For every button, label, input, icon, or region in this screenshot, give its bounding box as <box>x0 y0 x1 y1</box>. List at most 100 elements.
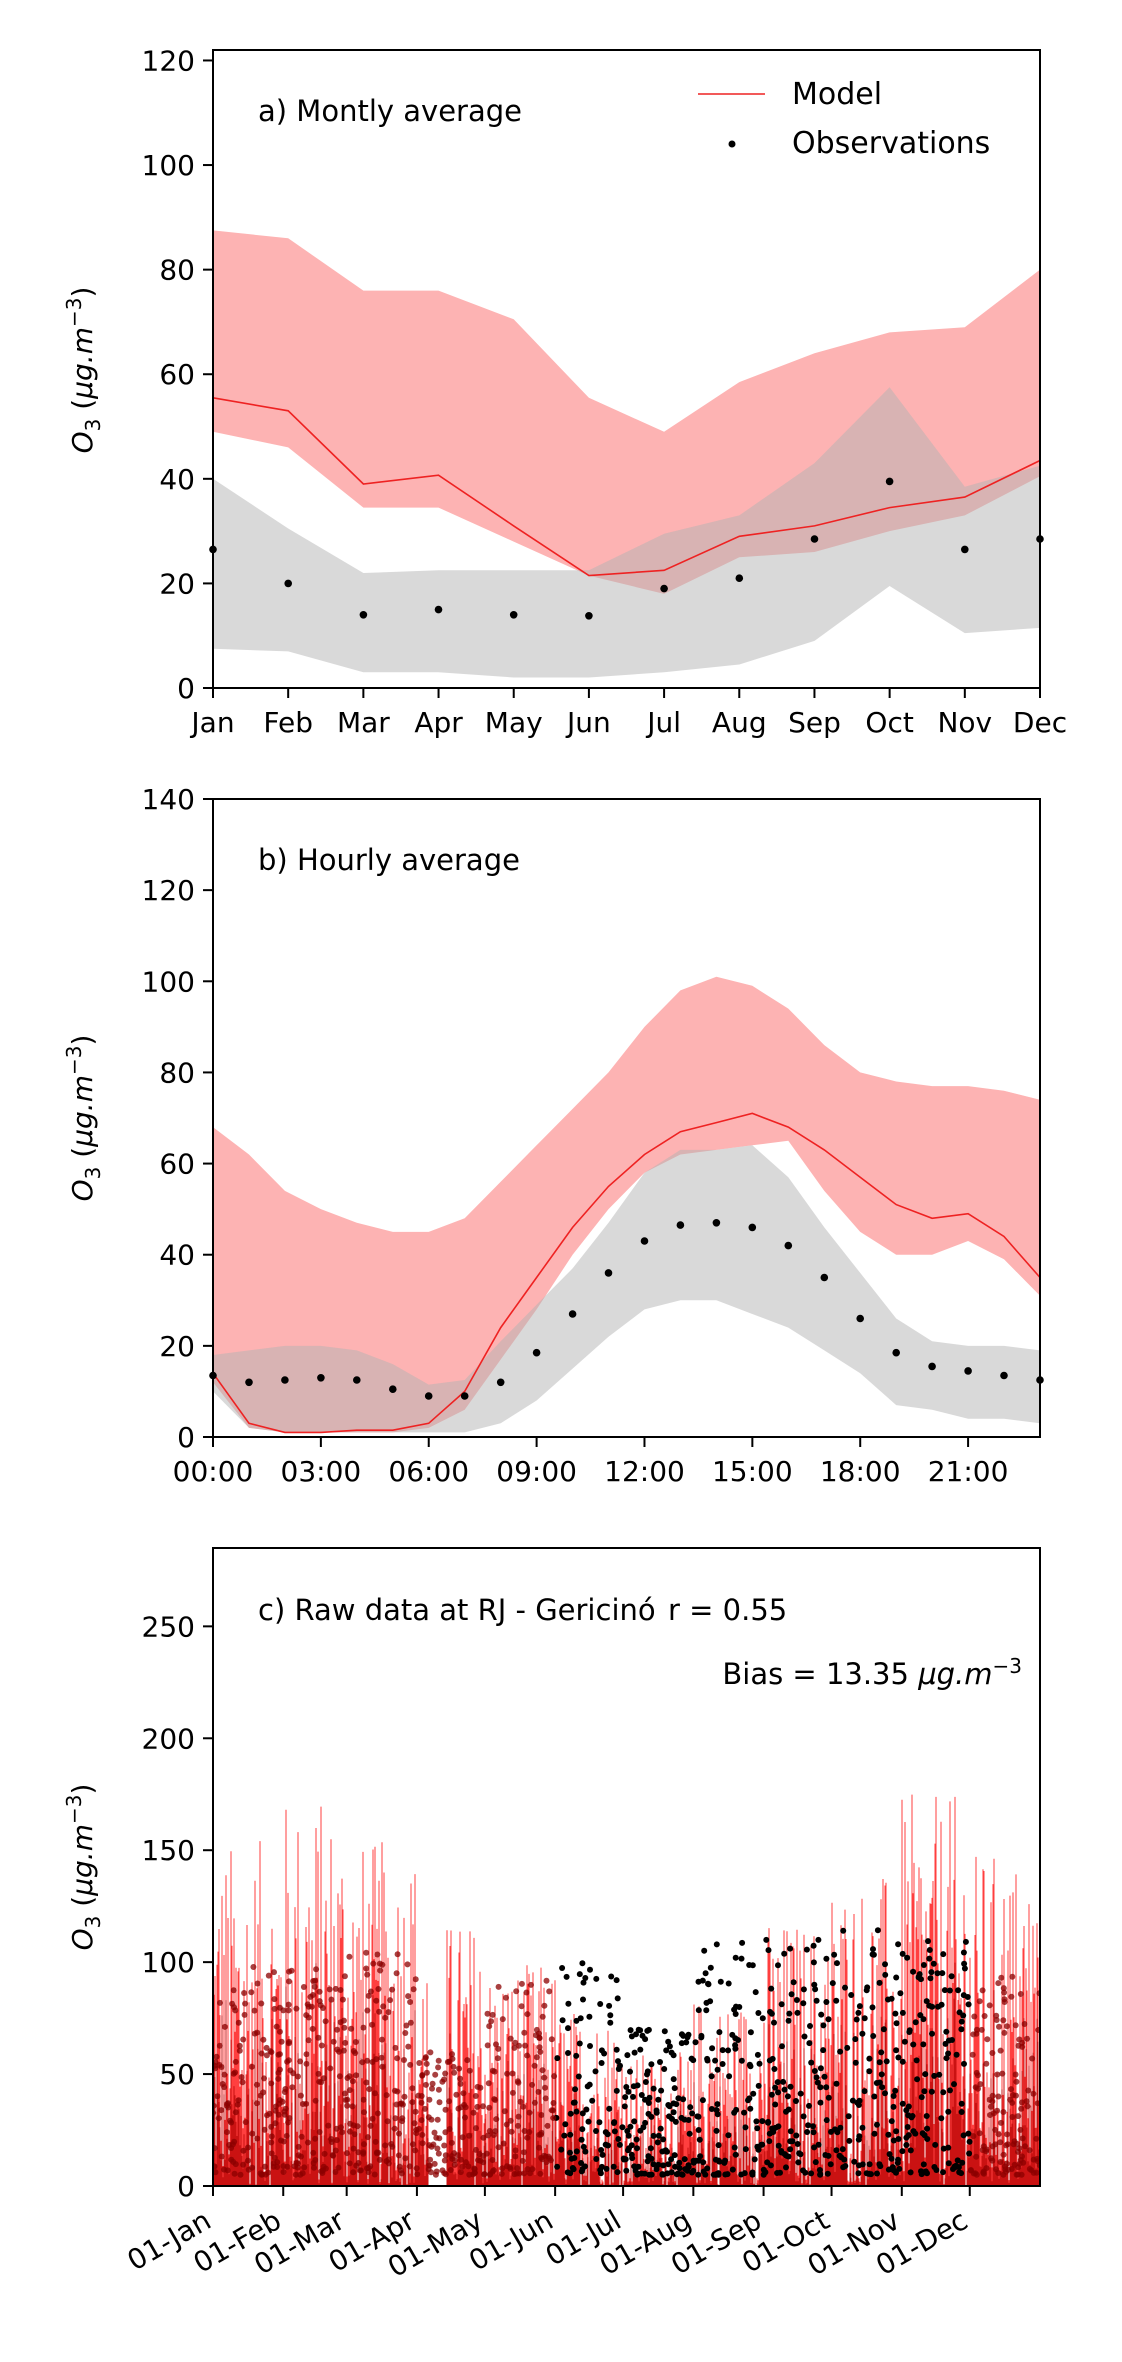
model-line <box>212 397 1041 577</box>
raw-observation-point <box>978 2026 985 2033</box>
raw-observation-point <box>521 2029 528 2036</box>
legend-observations-label: Observations <box>792 126 990 161</box>
raw-observation-point <box>606 2105 613 2112</box>
raw-observation-point <box>546 1988 553 1995</box>
raw-observation-point <box>833 2147 840 2154</box>
raw-observation-point <box>435 2064 442 2071</box>
raw-observation-point <box>793 2098 799 2104</box>
raw-observation-point <box>412 2108 419 2115</box>
raw-observation-point <box>613 2087 620 2094</box>
raw-observation-point <box>1000 1985 1007 1992</box>
raw-observation-point <box>914 2076 921 2083</box>
raw-observation-point <box>882 1961 888 1968</box>
raw-observation-point <box>351 2131 358 2138</box>
raw-observation-point <box>781 2086 788 2093</box>
raw-observation-point <box>713 2171 720 2178</box>
raw-observation-point <box>436 2099 443 2106</box>
raw-observation-point <box>398 2100 405 2107</box>
raw-observation-point <box>539 2067 546 2074</box>
raw-observation-point <box>598 2060 605 2066</box>
raw-observation-point <box>335 2164 342 2171</box>
raw-observation-point <box>699 2097 706 2104</box>
raw-observation-point <box>336 2073 343 2080</box>
raw-observation-point <box>648 2171 655 2178</box>
raw-observation-point <box>458 2156 464 2163</box>
raw-observation-point <box>1019 2043 1026 2050</box>
raw-observation-point <box>759 2118 766 2125</box>
raw-observation-point <box>360 2096 367 2103</box>
raw-observation-point <box>242 2000 249 2007</box>
raw-observation-point <box>245 2166 252 2173</box>
raw-observation-point <box>666 2103 673 2110</box>
raw-observation-point <box>866 2161 873 2168</box>
raw-observation-point <box>218 2107 225 2114</box>
raw-observation-point <box>501 2108 508 2115</box>
raw-observation-point <box>347 2120 354 2127</box>
raw-observation-point <box>787 2083 794 2090</box>
y-tick-label: 0 <box>177 2170 195 2203</box>
raw-observation-point <box>754 2125 761 2132</box>
raw-observation-point <box>262 2163 268 2170</box>
raw-observation-point <box>698 2034 705 2041</box>
raw-observation-point <box>483 2150 490 2157</box>
raw-observation-point <box>615 2066 622 2072</box>
raw-observation-point <box>648 2113 655 2120</box>
raw-observation-point <box>448 2139 455 2146</box>
raw-observation-point <box>650 2085 657 2092</box>
raw-observation-point <box>767 2008 773 2015</box>
raw-observation-point <box>514 2165 521 2172</box>
raw-observation-point <box>1002 2166 1009 2173</box>
raw-observation-point <box>598 2147 605 2153</box>
raw-observation-point <box>611 2119 618 2126</box>
raw-observation-point <box>771 2066 778 2072</box>
raw-observation-point <box>464 2057 471 2064</box>
raw-observation-point <box>899 2009 906 2016</box>
y-tick-label: 140 <box>142 783 195 816</box>
raw-observation-point <box>384 2118 391 2125</box>
raw-observation-point <box>582 2148 589 2155</box>
raw-observation-point <box>492 2097 499 2103</box>
raw-observation-point <box>893 2128 900 2135</box>
raw-observation-point <box>592 2068 599 2075</box>
raw-observation-point <box>499 2016 506 2023</box>
raw-observation-point <box>213 2145 218 2152</box>
raw-observation-point <box>239 2079 246 2086</box>
raw-observation-point <box>429 2080 436 2087</box>
raw-observation-point <box>295 2073 301 2080</box>
raw-observation-point <box>526 2109 533 2116</box>
raw-observation-point <box>376 2156 383 2163</box>
x-tick-label: 18:00 <box>820 1455 901 1488</box>
raw-observation-point <box>593 2128 599 2134</box>
raw-observation-point <box>675 2095 682 2102</box>
raw-observation-point <box>892 2010 899 2017</box>
raw-observation-point <box>888 2118 895 2125</box>
raw-observation-point <box>539 2013 546 2020</box>
raw-observation-point <box>1019 2135 1026 2142</box>
raw-observation-point <box>954 2157 961 2164</box>
raw-observation-point <box>336 2048 342 2055</box>
raw-observation-point <box>840 2164 847 2171</box>
raw-observation-point <box>624 2052 631 2059</box>
raw-observation-point <box>250 1964 257 1970</box>
raw-observation-point <box>567 2110 574 2117</box>
raw-observation-point <box>449 2051 455 2058</box>
raw-observation-point <box>322 2018 329 2025</box>
raw-observation-point <box>213 2169 219 2176</box>
raw-observation-point <box>763 1936 770 1943</box>
raw-observation-point <box>276 2051 283 2058</box>
raw-observation-point <box>300 1984 307 1990</box>
raw-observation-point <box>275 2075 282 2082</box>
raw-observation-point <box>943 2055 950 2062</box>
raw-observation-point <box>910 2041 917 2048</box>
raw-observation-point <box>299 2101 306 2107</box>
raw-observation-point <box>412 2147 419 2154</box>
raw-observation-point <box>524 2011 531 2018</box>
raw-observation-point <box>979 2147 986 2153</box>
observation-point <box>712 1219 721 1227</box>
raw-observation-point <box>645 2026 652 2033</box>
raw-observation-point <box>741 2109 748 2116</box>
raw-observation-point <box>657 2059 663 2065</box>
observations-band <box>213 387 1040 678</box>
raw-observation-point <box>466 2067 473 2074</box>
raw-observation-point <box>918 2094 925 2101</box>
